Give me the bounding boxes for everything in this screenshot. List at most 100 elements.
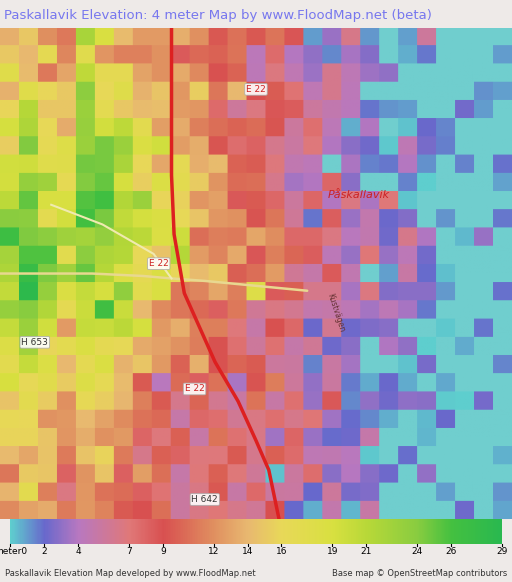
Bar: [105, 519, 107, 544]
Bar: [423, 519, 424, 544]
Bar: [274, 519, 276, 544]
Bar: [493, 519, 495, 544]
Bar: [139, 519, 140, 544]
Bar: [340, 519, 342, 544]
Bar: [349, 519, 350, 544]
Bar: [119, 519, 120, 544]
Bar: [424, 519, 425, 544]
Bar: [42, 519, 43, 544]
Bar: [280, 519, 282, 544]
Bar: [498, 519, 500, 544]
Bar: [247, 519, 249, 544]
Bar: [488, 519, 490, 544]
Bar: [350, 519, 351, 544]
Bar: [56, 519, 58, 544]
Bar: [343, 519, 344, 544]
Bar: [93, 519, 95, 544]
Bar: [19, 519, 20, 544]
Bar: [333, 519, 334, 544]
Bar: [53, 519, 54, 544]
Bar: [188, 519, 190, 544]
Bar: [141, 519, 142, 544]
Bar: [186, 519, 188, 544]
Bar: [397, 519, 398, 544]
Bar: [137, 519, 138, 544]
Bar: [16, 519, 17, 544]
Bar: [388, 519, 390, 544]
Bar: [250, 519, 251, 544]
Bar: [249, 519, 250, 544]
Bar: [68, 519, 69, 544]
Bar: [495, 519, 497, 544]
Bar: [65, 519, 66, 544]
Bar: [290, 519, 292, 544]
Bar: [43, 519, 44, 544]
Bar: [23, 519, 24, 544]
Bar: [276, 519, 277, 544]
Bar: [14, 519, 15, 544]
Bar: [287, 519, 288, 544]
Bar: [72, 519, 74, 544]
Bar: [355, 519, 356, 544]
Bar: [71, 519, 72, 544]
Bar: [278, 519, 279, 544]
Bar: [115, 519, 117, 544]
Bar: [485, 519, 486, 544]
Bar: [345, 519, 346, 544]
Bar: [41, 519, 42, 544]
Bar: [26, 519, 27, 544]
Bar: [240, 519, 241, 544]
Bar: [265, 519, 266, 544]
Bar: [164, 519, 166, 544]
Bar: [87, 519, 88, 544]
Bar: [62, 519, 63, 544]
Bar: [466, 519, 468, 544]
Bar: [392, 519, 393, 544]
Bar: [447, 519, 449, 544]
Bar: [500, 519, 502, 544]
Bar: [434, 519, 435, 544]
Bar: [148, 519, 149, 544]
Bar: [356, 519, 357, 544]
Bar: [75, 519, 76, 544]
Bar: [277, 519, 278, 544]
Bar: [271, 519, 272, 544]
Bar: [317, 519, 318, 544]
Text: 14: 14: [242, 547, 253, 556]
Bar: [52, 519, 53, 544]
Bar: [212, 519, 214, 544]
Bar: [380, 519, 381, 544]
Bar: [140, 519, 141, 544]
Bar: [185, 519, 186, 544]
Bar: [261, 519, 262, 544]
Bar: [273, 519, 274, 544]
Bar: [152, 519, 153, 544]
Bar: [490, 519, 492, 544]
Bar: [143, 519, 145, 544]
Bar: [361, 519, 363, 544]
Bar: [395, 519, 397, 544]
Bar: [451, 519, 453, 544]
Bar: [348, 519, 349, 544]
Bar: [191, 519, 194, 544]
Bar: [28, 519, 30, 544]
Bar: [197, 519, 198, 544]
Bar: [458, 519, 459, 544]
Bar: [296, 519, 298, 544]
Text: Paskallavik Elevation: 4 meter Map by www.FloodMap.net (beta): Paskallavik Elevation: 4 meter Map by ww…: [4, 9, 432, 22]
Bar: [220, 519, 222, 544]
Bar: [176, 519, 178, 544]
Bar: [475, 519, 476, 544]
Bar: [37, 519, 38, 544]
Bar: [393, 519, 395, 544]
Bar: [310, 519, 312, 544]
Bar: [135, 519, 136, 544]
Bar: [44, 519, 45, 544]
Bar: [410, 519, 412, 544]
Bar: [478, 519, 480, 544]
Bar: [440, 519, 441, 544]
Text: E 22: E 22: [246, 85, 266, 94]
Bar: [375, 519, 376, 544]
Bar: [347, 519, 348, 544]
Bar: [453, 519, 454, 544]
